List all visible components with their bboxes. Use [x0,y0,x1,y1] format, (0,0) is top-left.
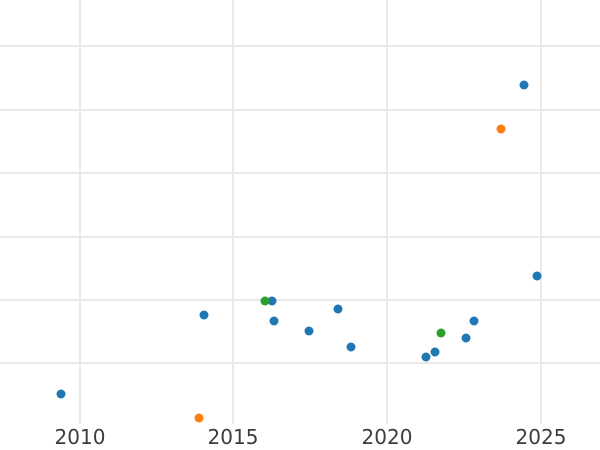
data-point-series-blue [421,352,431,362]
data-point-series-blue [430,347,440,357]
data-point-series-blue [267,296,277,306]
x-tick-label: 2010 [54,425,106,449]
x-tick-label: 2025 [515,425,567,449]
data-point-series-blue [532,271,542,281]
data-point-series-green [260,296,270,306]
data-point-series-blue [469,316,479,326]
data-point-series-blue [199,310,209,320]
data-point-series-blue [333,304,343,314]
data-point-series-blue [519,80,529,90]
x-tick-label: 2015 [207,425,259,449]
data-point-series-orange [496,124,506,134]
data-point-series-orange [194,413,204,423]
data-point-series-blue [346,342,356,352]
data-point-series-blue [304,326,314,336]
data-point-series-blue [56,389,66,399]
data-point-series-green [436,328,446,338]
data-point-series-blue [461,333,471,343]
x-tick-label: 2020 [361,425,413,449]
data-point-series-blue [269,316,279,326]
